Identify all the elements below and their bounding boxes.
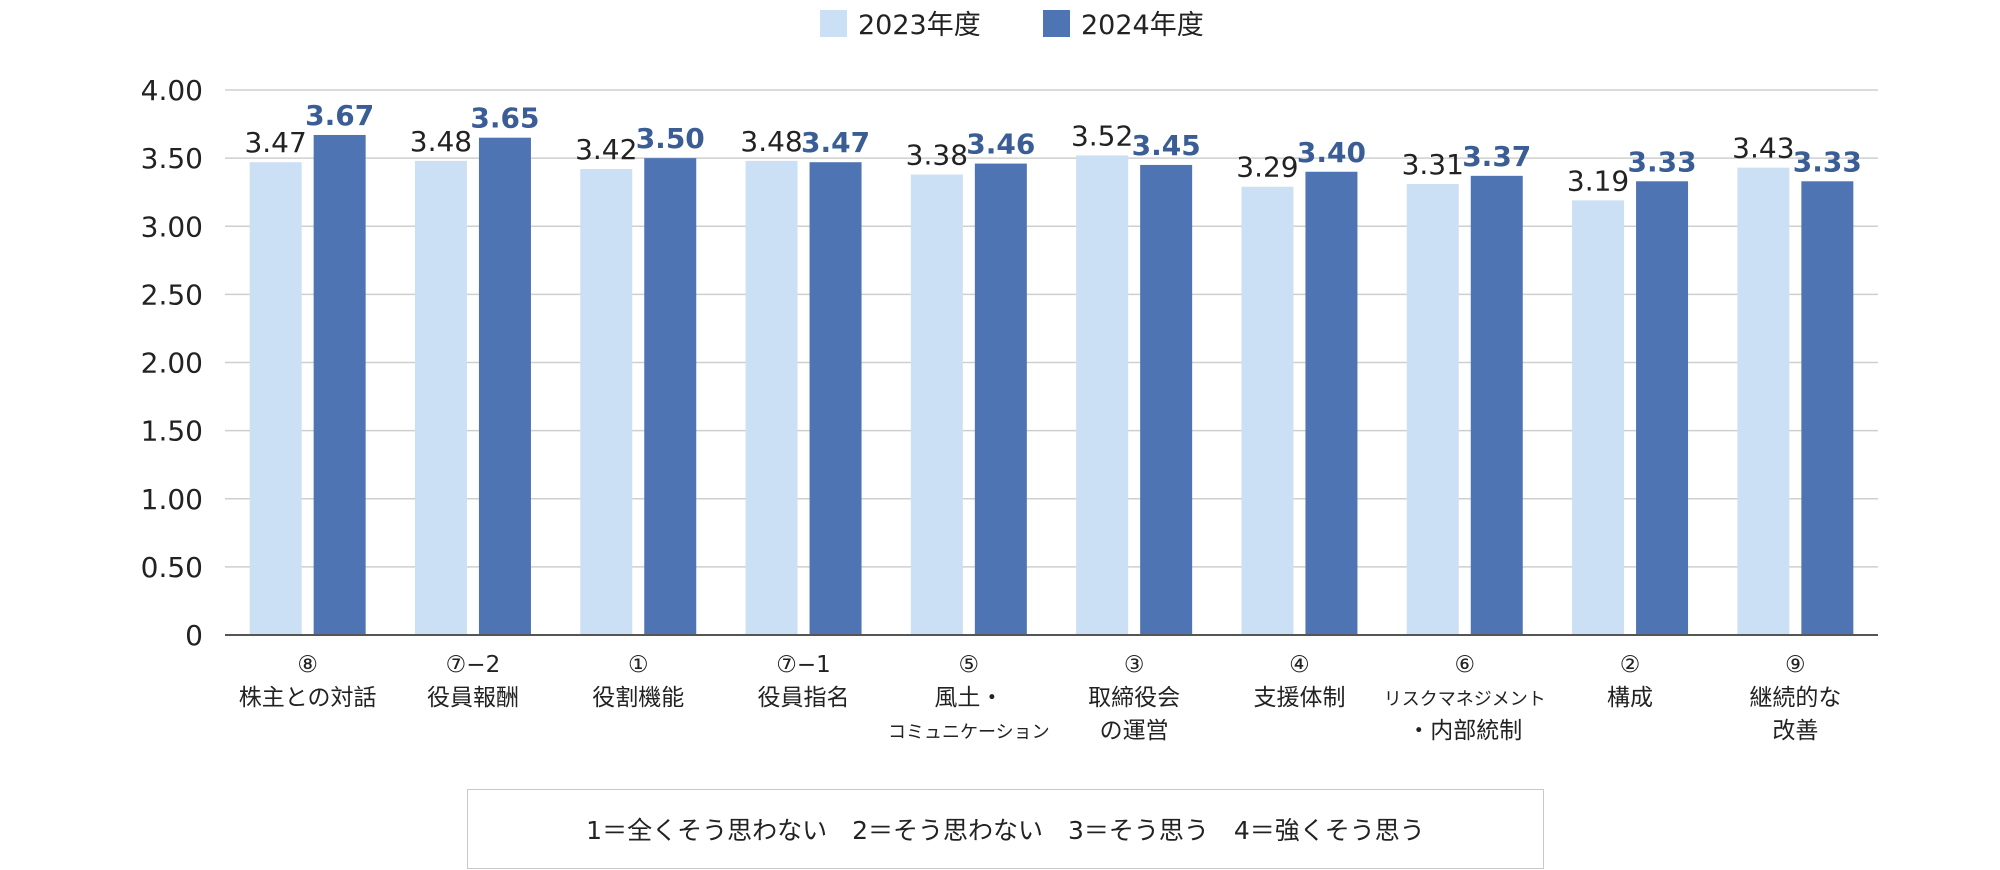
bar-2024 xyxy=(974,163,1027,635)
bar-2023 xyxy=(745,160,798,635)
legend: 2023年度 2024年度 xyxy=(820,10,1204,41)
value-label-2024: 3.40 xyxy=(1297,136,1366,169)
category-label: 支援体制 xyxy=(1253,685,1345,711)
bar-2024 xyxy=(1801,181,1854,635)
bar-2024 xyxy=(1305,171,1358,635)
bar-2024 xyxy=(1470,175,1523,635)
bar-2024 xyxy=(1140,164,1193,635)
bar-2023 xyxy=(580,169,633,635)
category-label: 株主との対話 xyxy=(239,685,377,711)
scale-note: 1＝全くそう思わない 2＝そう思わない 3＝そう思う 4＝強くそう思う xyxy=(467,789,1544,869)
category-label: 継続的な xyxy=(1749,685,1841,711)
y-tick-label: 2.50 xyxy=(141,278,203,311)
bar-2024 xyxy=(478,137,531,635)
category-label: ・内部統制 xyxy=(1407,718,1522,744)
category-label: ④ xyxy=(1289,652,1310,678)
category-label: ⑦−1 xyxy=(776,652,831,678)
category-label: コミュニケーション xyxy=(888,722,1050,743)
value-label-2023: 3.47 xyxy=(244,126,306,159)
category-label: 役員指名 xyxy=(758,685,850,711)
value-label-2024: 3.33 xyxy=(1628,145,1697,178)
category-label: リスクマネジメント xyxy=(1384,689,1546,710)
value-label-2024: 3.37 xyxy=(1462,140,1531,173)
y-tick-label: 3.00 xyxy=(141,210,203,243)
bar-2023 xyxy=(1076,155,1129,635)
value-label-2024: 3.65 xyxy=(470,102,539,135)
bar-2024 xyxy=(1636,181,1689,635)
category-label: ① xyxy=(628,652,649,678)
y-tick-label: 4.00 xyxy=(141,74,203,107)
y-tick-label: 2.00 xyxy=(141,347,203,380)
bar-2023 xyxy=(249,162,302,635)
y-tick-label: 0 xyxy=(185,619,203,652)
category-label: 役員報酬 xyxy=(427,685,519,711)
value-label-2023: 3.43 xyxy=(1732,132,1794,165)
category-label: 構成 xyxy=(1607,685,1653,711)
value-label-2023: 3.38 xyxy=(906,138,968,171)
legend-swatch xyxy=(820,10,847,37)
y-axis-ticks: 0 0.50 1.00 1.50 2.00 2.50 3.00 3.50 4.00 xyxy=(141,74,203,652)
legend-swatch xyxy=(1043,10,1070,37)
category-label: ② xyxy=(1620,652,1641,678)
category-label: ⑧ xyxy=(297,652,318,678)
value-label-2023: 3.19 xyxy=(1567,164,1629,197)
category-label: ⑤ xyxy=(959,652,980,678)
bar-2023 xyxy=(1737,167,1790,635)
category-label: 取締役会 xyxy=(1088,685,1180,711)
value-label-2024: 3.33 xyxy=(1793,145,1862,178)
value-label-2024: 3.67 xyxy=(305,99,374,132)
category-label: ⑨ xyxy=(1785,652,1806,678)
bar-2023 xyxy=(414,160,467,635)
category-label: ③ xyxy=(1124,652,1145,678)
bar-2024 xyxy=(313,134,366,635)
category-labels: ⑧ 株主との対話 ⑦−2 役員報酬 ① 役割機能 ⑦−1 役員指名 ⑤ 風土・コミュニケーション ③… xyxy=(239,652,1842,744)
value-label-2024: 3.50 xyxy=(636,122,705,155)
legend-label: 2024年度 xyxy=(1081,10,1204,41)
value-label-2023: 3.48 xyxy=(740,125,802,158)
category-label: 改善 xyxy=(1772,718,1818,744)
bars xyxy=(249,134,1854,636)
legend-label: 2023年度 xyxy=(858,10,981,41)
y-tick-label: 3.50 xyxy=(141,142,203,175)
category-label: の運営 xyxy=(1100,718,1169,744)
category-label: ⑥ xyxy=(1454,652,1475,678)
y-tick-label: 1.00 xyxy=(141,483,203,516)
value-label-2023: 3.31 xyxy=(1402,148,1464,181)
bar-2023 xyxy=(910,174,963,635)
category-label: 役割機能 xyxy=(592,685,684,711)
bar-2023 xyxy=(1572,200,1625,636)
category-label: 風土・ xyxy=(934,685,1003,711)
bar-2023 xyxy=(1241,186,1294,636)
bar-2024 xyxy=(809,162,862,635)
value-label-2023: 3.52 xyxy=(1071,119,1133,152)
bar-2024 xyxy=(644,158,697,635)
value-label-2023: 3.48 xyxy=(410,125,472,158)
y-tick-label: 1.50 xyxy=(141,415,203,448)
value-label-2024: 3.45 xyxy=(1132,129,1201,162)
bar-2023 xyxy=(1406,184,1459,635)
y-tick-label: 0.50 xyxy=(141,551,203,584)
value-label-2024: 3.46 xyxy=(966,128,1035,161)
value-label-2023: 3.42 xyxy=(575,133,637,166)
value-labels: 3.473.673.483.653.423.50 3.483.47 3.383.46… xyxy=(244,99,1861,197)
value-label-2024: 3.47 xyxy=(801,126,870,159)
value-label-2023: 3.29 xyxy=(1236,151,1298,184)
category-label: ⑦−2 xyxy=(446,652,501,678)
